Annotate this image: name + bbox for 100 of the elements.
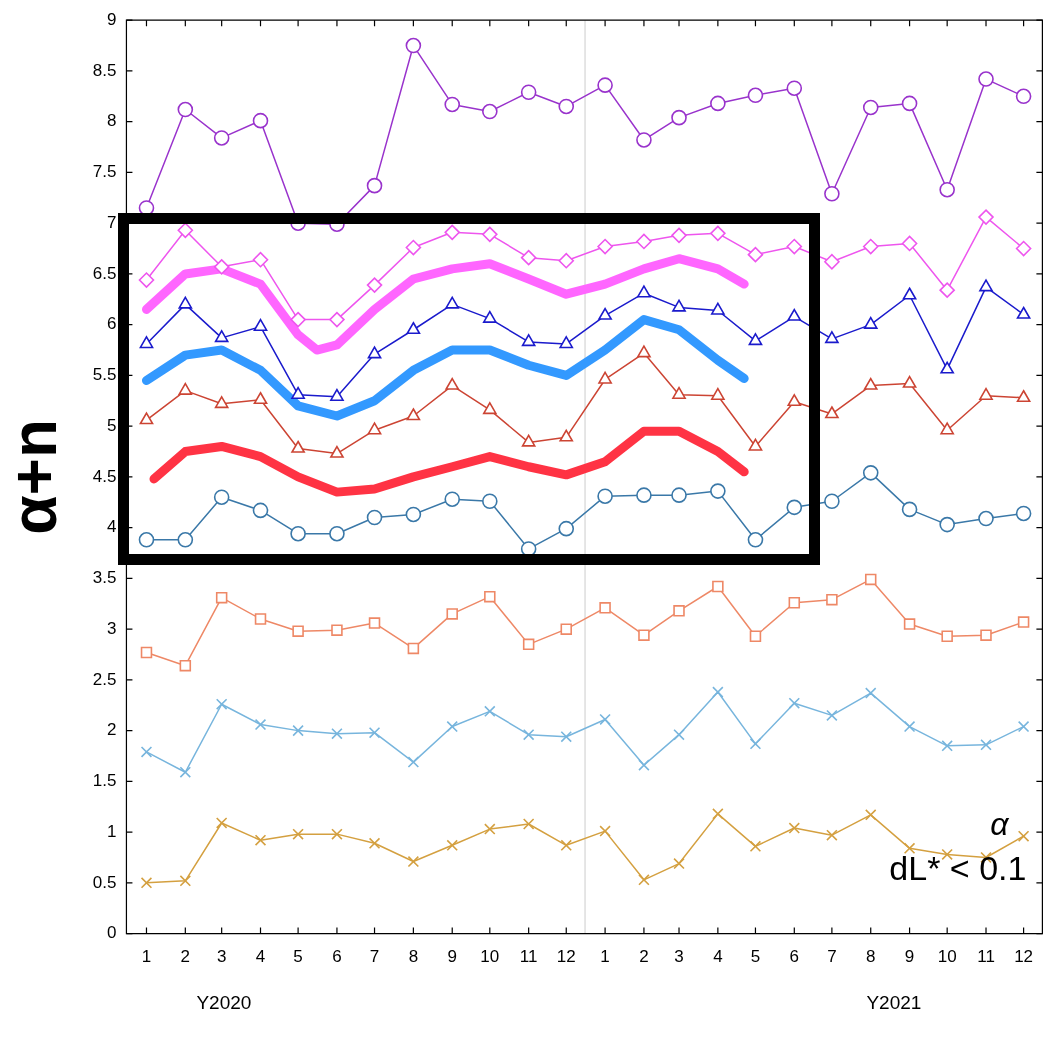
- x-tick-label: 8: [408, 947, 419, 967]
- x-tick-label: 6: [789, 947, 800, 967]
- x-tick-label: 11: [519, 947, 538, 967]
- x-tick-label: 5: [293, 947, 303, 967]
- x-tick-label: 10: [937, 947, 957, 967]
- point: [253, 318, 268, 331]
- point: [559, 429, 574, 442]
- point: [405, 506, 422, 523]
- point: [978, 510, 994, 527]
- point: [213, 489, 230, 505]
- point: [638, 759, 650, 771]
- y-tick-label: 1: [106, 821, 117, 841]
- point: [484, 705, 496, 718]
- point: [407, 642, 420, 655]
- x-tick-label: 1: [141, 947, 152, 967]
- point: [407, 756, 420, 768]
- point: [903, 720, 916, 733]
- point: [636, 233, 652, 250]
- point: [826, 709, 838, 722]
- point: [1015, 88, 1032, 105]
- x-tick-label: 6: [332, 947, 342, 967]
- point: [1017, 720, 1030, 733]
- point: [671, 487, 687, 503]
- y-tick-label: 3.5: [92, 568, 117, 588]
- point: [558, 98, 575, 115]
- point: [178, 296, 193, 309]
- point: [786, 80, 803, 96]
- point: [252, 112, 269, 129]
- x-tick-label: 12: [1014, 947, 1034, 967]
- point: [597, 488, 613, 504]
- point: [367, 422, 382, 435]
- point: [636, 132, 652, 148]
- point: [749, 630, 762, 642]
- point: [1015, 505, 1032, 522]
- point: [331, 828, 343, 840]
- point: [482, 103, 498, 120]
- point: [1016, 389, 1031, 403]
- point: [366, 177, 383, 194]
- x-tick-label: 11: [977, 947, 995, 967]
- point: [940, 422, 955, 435]
- point: [1015, 240, 1032, 257]
- point: [748, 333, 763, 346]
- y-tick-label: 7.5: [92, 162, 117, 182]
- point: [598, 307, 612, 320]
- point: [177, 101, 194, 118]
- point: [747, 246, 764, 263]
- point: [824, 493, 840, 510]
- point: [254, 718, 267, 731]
- point: [902, 287, 917, 300]
- point: [825, 406, 839, 419]
- y-tick-label: 6: [106, 314, 117, 334]
- y-tick-label: 3: [106, 618, 117, 638]
- point: [863, 316, 878, 329]
- point: [179, 766, 192, 778]
- point: [484, 823, 496, 835]
- point: [253, 391, 268, 405]
- point: [902, 375, 917, 388]
- point: [598, 371, 612, 384]
- y-tick-label: 0: [106, 923, 117, 943]
- point: [329, 525, 345, 542]
- point: [903, 618, 916, 630]
- point: [330, 445, 344, 458]
- point: [979, 387, 993, 401]
- point: [671, 109, 687, 126]
- point: [864, 809, 877, 821]
- point: [138, 272, 155, 288]
- x-tick-label: 12: [556, 947, 576, 967]
- point: [213, 130, 230, 146]
- point: [979, 279, 993, 292]
- point: [177, 532, 194, 548]
- point: [215, 698, 228, 710]
- y-tick-label: 6.5: [92, 263, 117, 283]
- point: [901, 501, 918, 518]
- point: [864, 573, 877, 586]
- y-tick-label: 4.5: [92, 466, 117, 486]
- point: [178, 382, 193, 395]
- point: [673, 605, 685, 617]
- point: [215, 591, 228, 604]
- point: [978, 209, 994, 225]
- point: [903, 842, 916, 855]
- point: [405, 239, 422, 256]
- point: [521, 434, 536, 447]
- point: [179, 875, 192, 887]
- annotation: α: [990, 805, 1009, 843]
- point: [941, 630, 953, 642]
- point: [252, 502, 269, 519]
- annotation: dL* < 0.1: [889, 848, 1027, 888]
- point: [445, 296, 460, 309]
- point: [139, 412, 154, 425]
- point: [254, 834, 267, 846]
- point: [522, 728, 535, 741]
- point: [599, 713, 611, 726]
- point: [786, 499, 803, 516]
- point: [1017, 830, 1030, 842]
- point: [292, 828, 304, 840]
- point: [482, 493, 498, 510]
- x-tick-label: 5: [750, 947, 761, 967]
- x-tick-label: 1: [600, 947, 610, 967]
- x-tick-label: 3: [674, 947, 684, 967]
- point: [748, 438, 763, 451]
